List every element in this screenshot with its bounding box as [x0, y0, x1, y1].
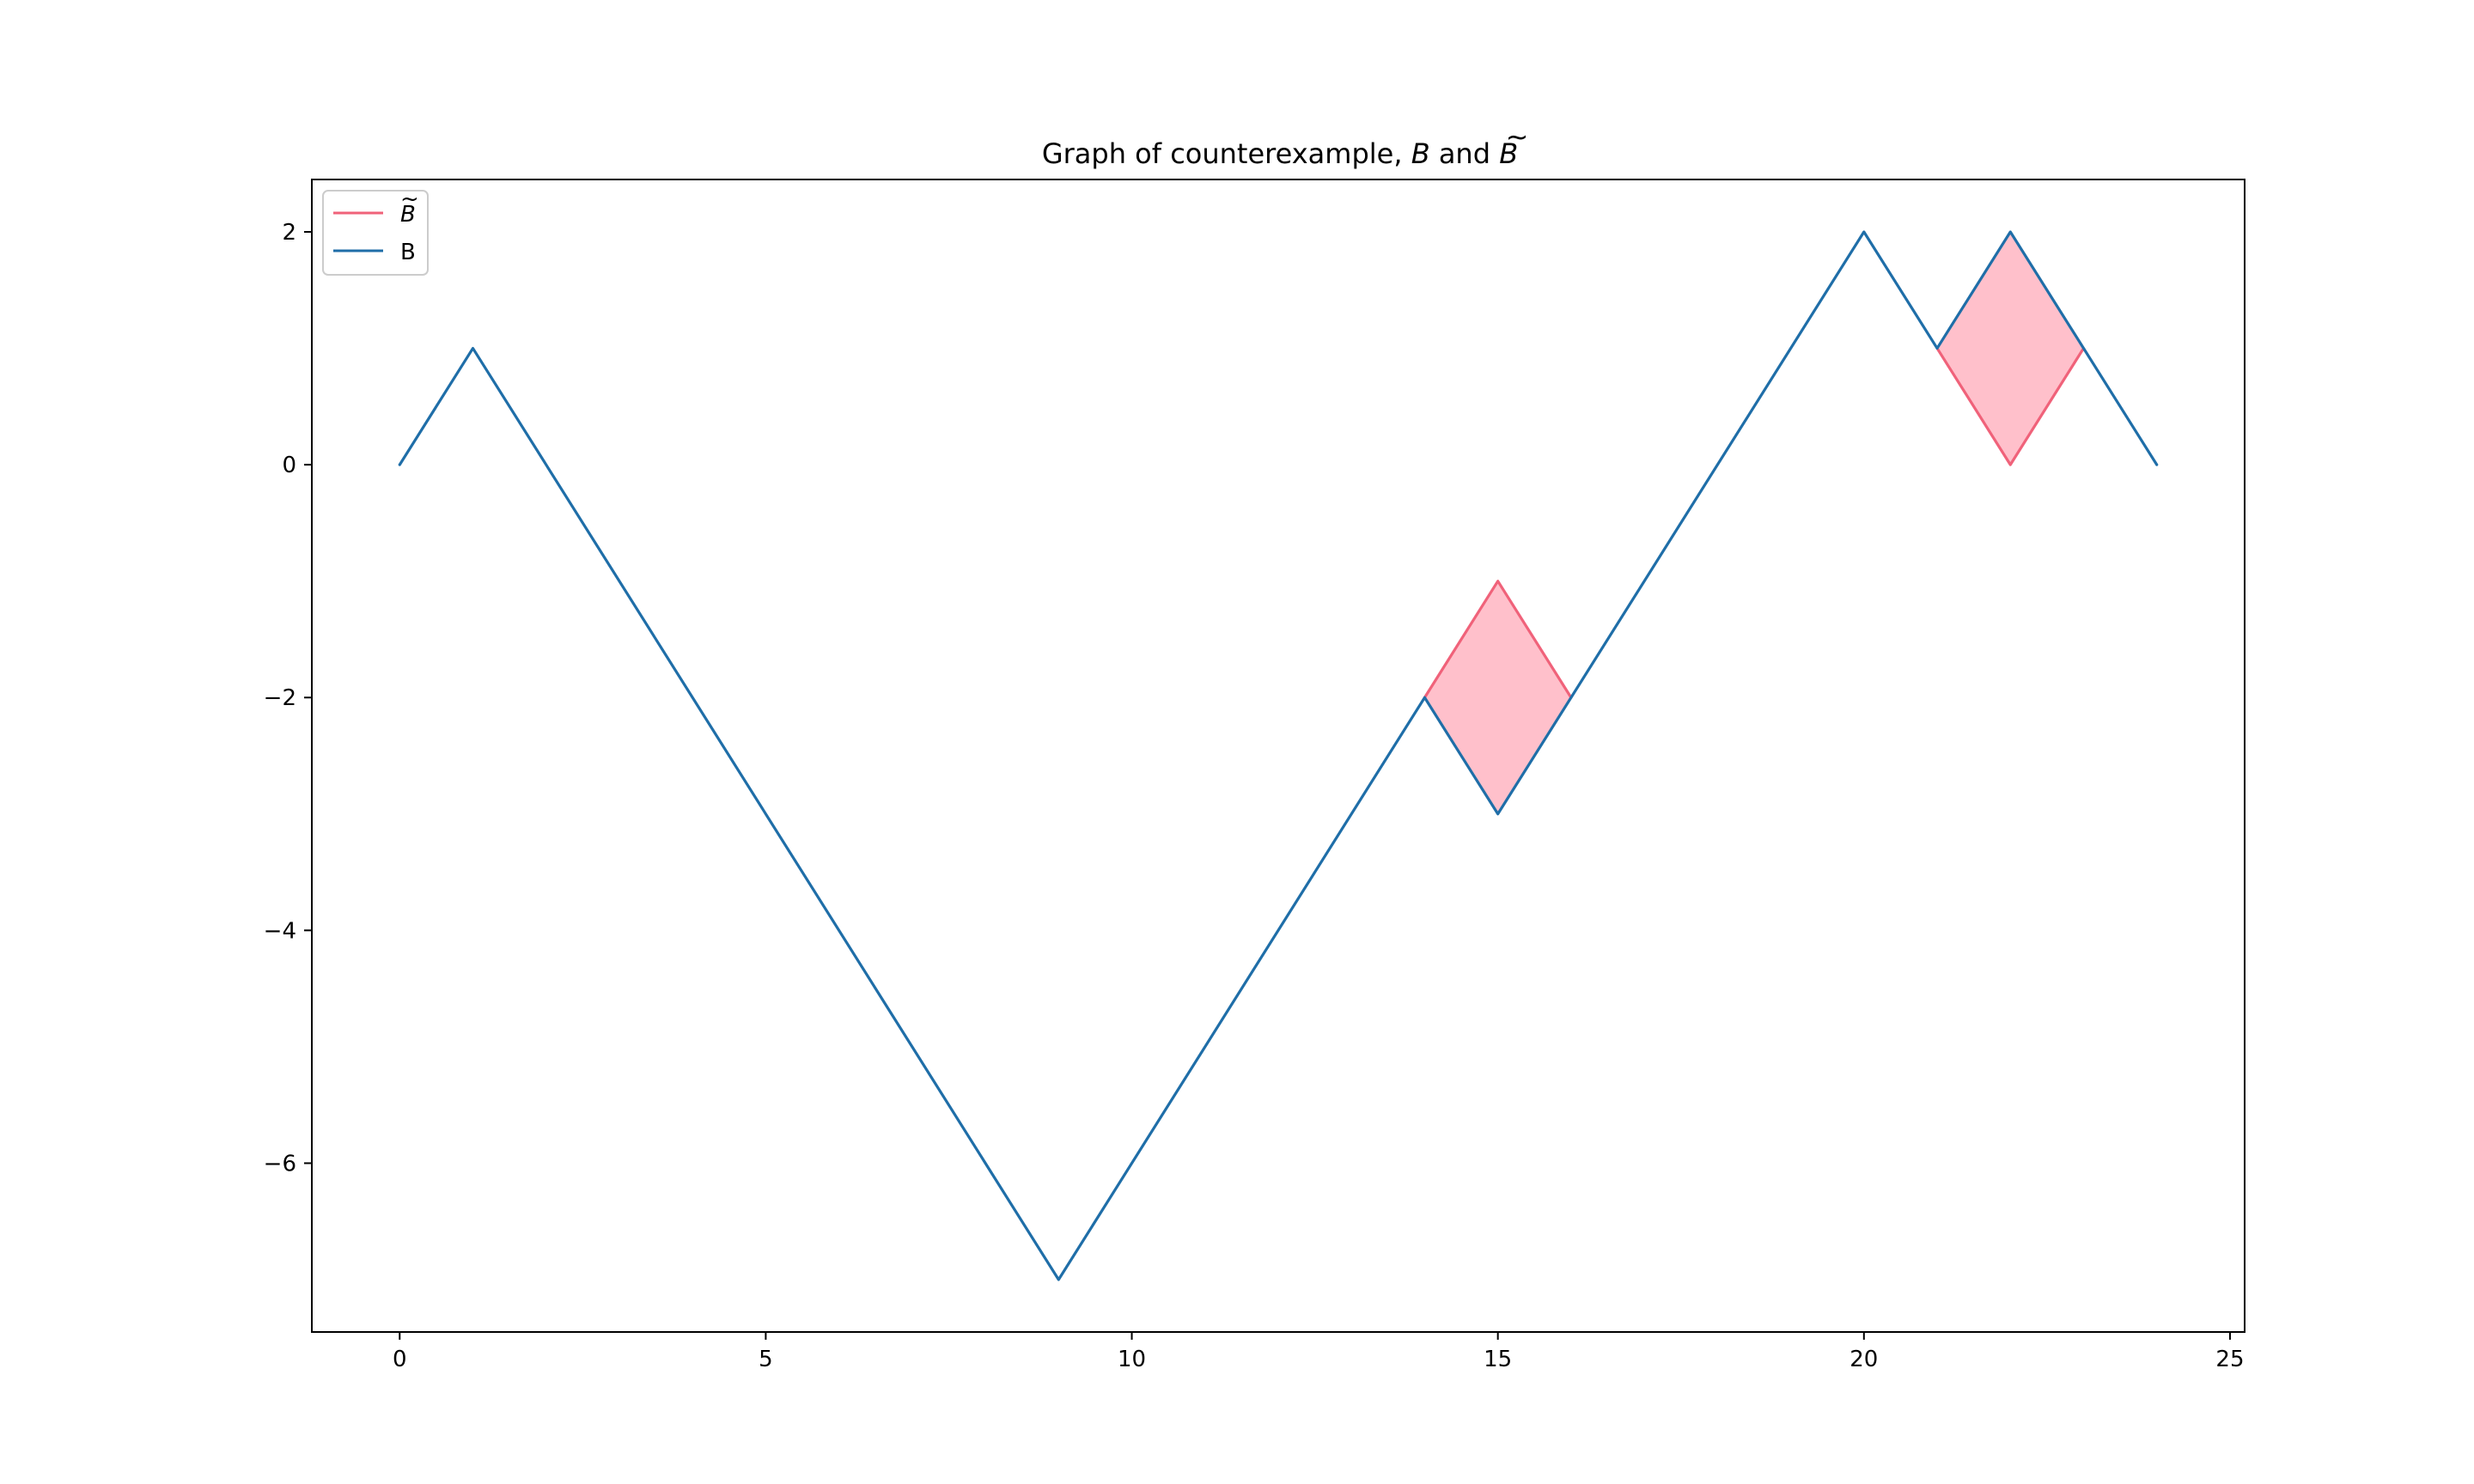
chart-title: Graph of counterexample, B and B — [1042, 137, 1518, 170]
x-tick-label: 20 — [1849, 1347, 1878, 1372]
series-line-b_tilde-2 — [1935, 346, 2086, 466]
y-tick-label: 2 — [282, 220, 296, 246]
x-axis: 0 5 10 15 20 25 — [393, 1332, 2245, 1372]
y-tick-label: −6 — [264, 1151, 296, 1177]
x-tick-label: 5 — [759, 1347, 773, 1372]
legend-label-b-tilde-mark: ~ — [400, 186, 419, 212]
series-line-b_tilde-1 — [1423, 580, 1573, 699]
legend-label-b-tilde: B — [400, 202, 416, 228]
x-tick-label: 15 — [1484, 1347, 1512, 1372]
series-lines — [398, 230, 2159, 1281]
x-tick-label: 10 — [1118, 1347, 1146, 1372]
plot-area-frame — [311, 179, 2245, 1333]
y-tick-label: −2 — [264, 685, 296, 711]
y-axis: 2 0 −2 −4 −6 — [264, 220, 312, 1177]
legend: B ~ B — [322, 186, 429, 276]
chart-title-tilde-mark: ~ — [1506, 120, 1529, 153]
chart-title-middle: and — [1430, 137, 1500, 170]
chart-title-prefix: Graph of counterexample, — [1042, 137, 1411, 170]
x-tick-label: 25 — [2215, 1347, 2244, 1372]
x-tick-label: 0 — [393, 1347, 407, 1372]
legend-label-b: B — [400, 240, 416, 265]
y-tick-label: −4 — [264, 918, 296, 944]
series-line-b — [398, 230, 2159, 1281]
chart-title-b-tilde-symbol: B — [1499, 137, 1518, 170]
chart-title-b-symbol: B — [1411, 137, 1430, 170]
y-tick-label: 0 — [282, 453, 296, 478]
